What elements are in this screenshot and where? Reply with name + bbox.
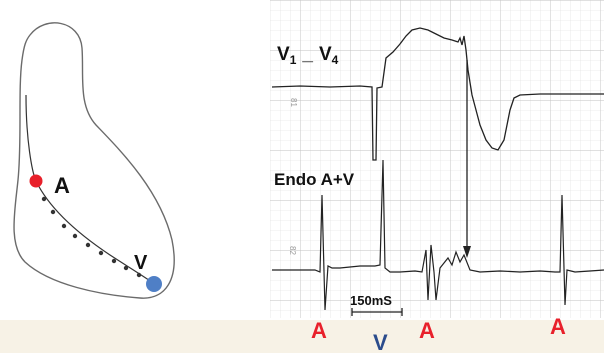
lead-label-v1: V1 _ V4: [277, 44, 339, 67]
electrode-dot: [123, 265, 129, 271]
electrode-dot: [98, 250, 104, 256]
grid-mark-82: 82: [288, 246, 297, 255]
ventricular-electrode-dot: [146, 276, 162, 292]
electrode-dot: [136, 272, 142, 278]
lead-label-v4-main: V: [319, 44, 332, 65]
timing-labels: A V A A: [311, 314, 566, 353]
electrode-dots: [41, 196, 142, 278]
heart-label-v: V: [134, 252, 148, 274]
atrial-electrode-dot: [29, 174, 43, 188]
heart-label-a: A: [54, 173, 70, 198]
label-a-3: A: [550, 314, 566, 339]
label-a-1: A: [311, 318, 327, 343]
label-v: V: [373, 330, 388, 353]
scale-label: 150mS: [350, 293, 392, 308]
label-a-2: A: [419, 318, 435, 343]
lead-label-v1-main: V: [277, 44, 290, 65]
electrode-dot: [85, 242, 91, 248]
heart-outline: [13, 22, 175, 299]
endo-channel-label: Endo A+V: [274, 170, 355, 189]
timing-arrow-head: [463, 246, 471, 258]
electrode-dot: [72, 233, 78, 239]
heart-diagram: A V: [13, 22, 175, 299]
ecg-panel: V1 _ V4 81 82 Endo A+V 150mS: [270, 0, 604, 318]
electrode-dot: [50, 209, 56, 215]
electrode-dot: [61, 223, 67, 229]
electrode-dot: [111, 258, 117, 264]
lead-label-v4-sub: 4: [332, 53, 339, 67]
bottom-band: [0, 320, 604, 353]
grid-mark-81: 81: [289, 98, 298, 107]
ecg-grid: [270, 0, 604, 318]
surface-ecg-trace: [271, 27, 604, 161]
catheter-line: [25, 94, 157, 286]
lead-label-dash: _: [301, 44, 313, 65]
endocardial-trace: [272, 159, 604, 311]
electrode-dot: [41, 196, 47, 202]
lead-label-v1-sub: 1: [290, 53, 297, 67]
